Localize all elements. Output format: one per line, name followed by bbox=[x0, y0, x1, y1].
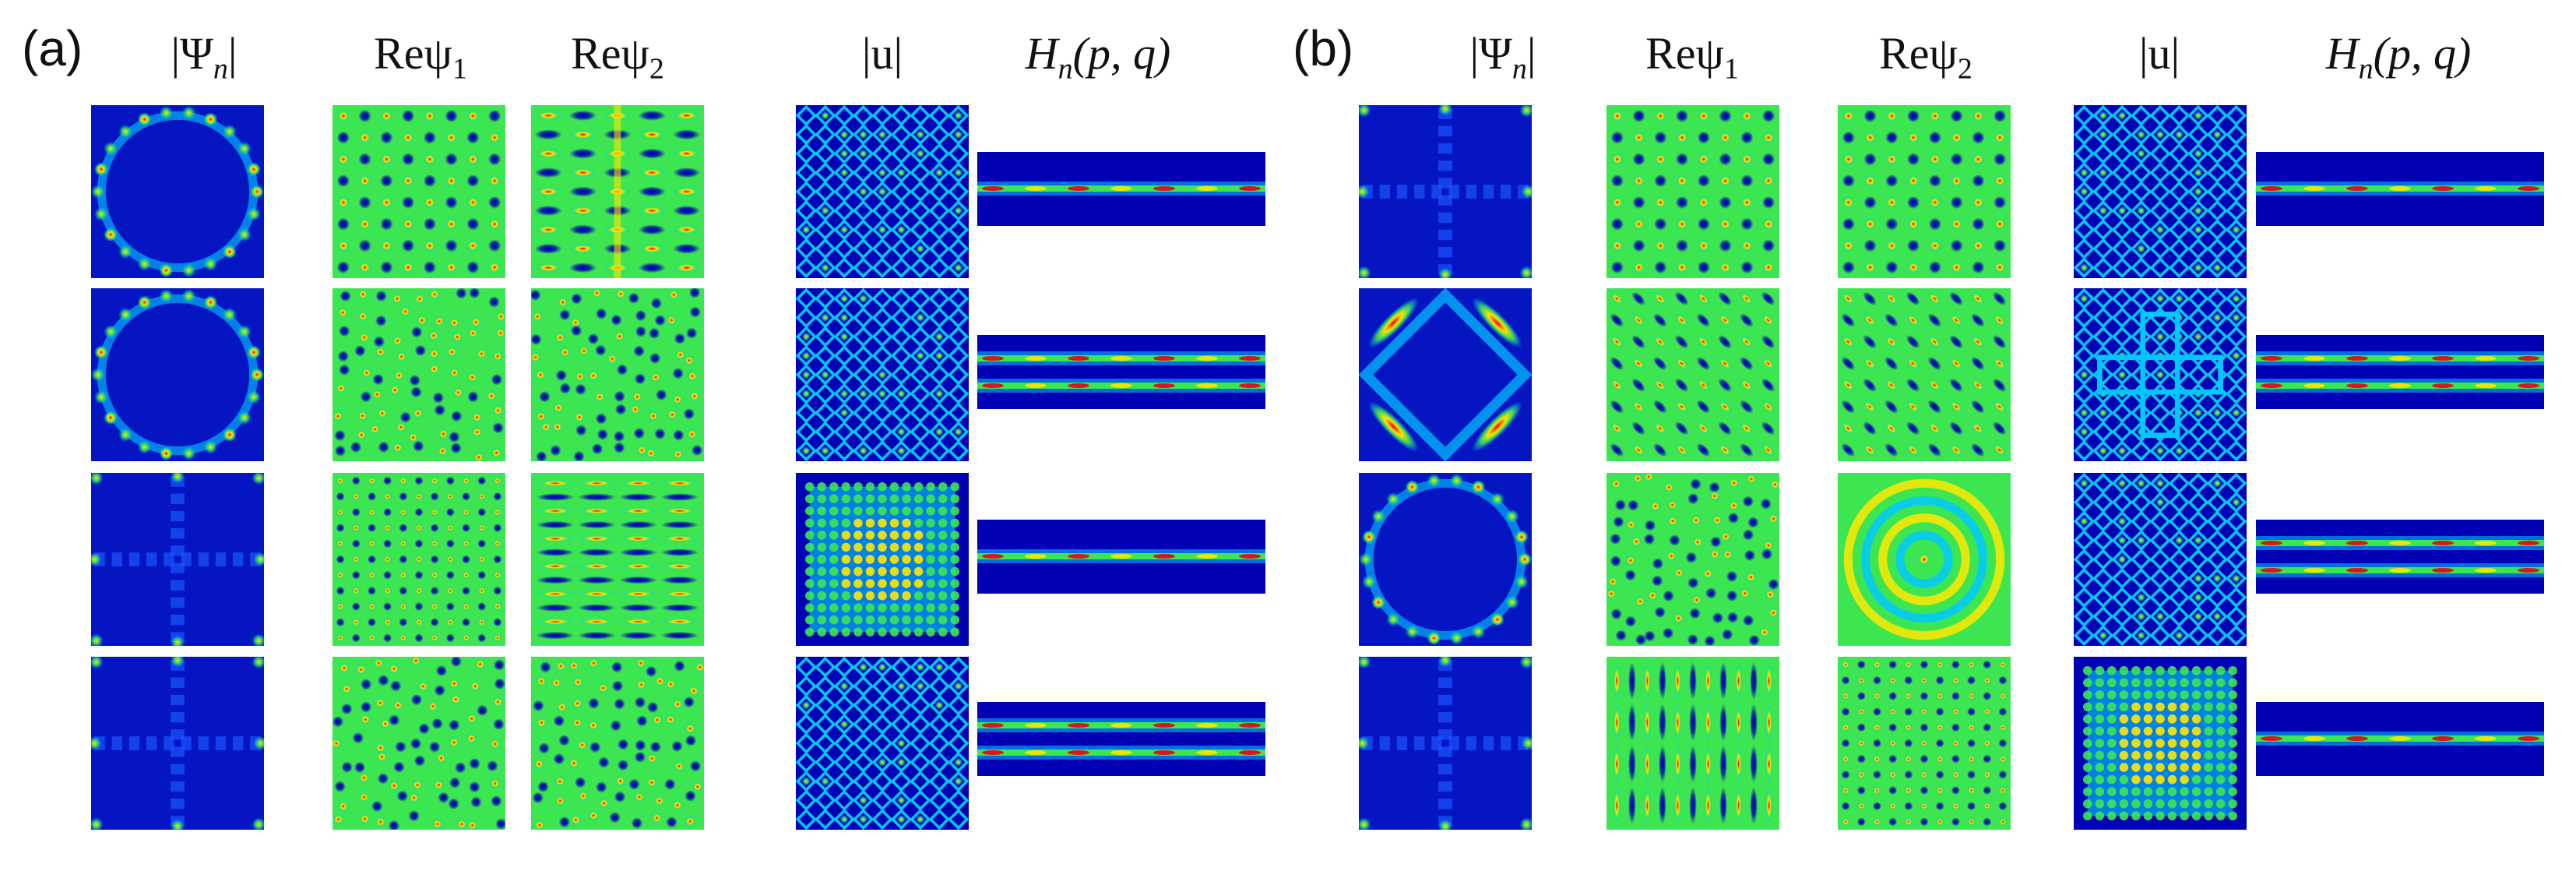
tile-a-re-psi2-row4 bbox=[531, 657, 704, 830]
tile-b-re-psi2-row4 bbox=[1838, 657, 2011, 830]
header-re-psi2-a: Reψ2 bbox=[571, 28, 664, 86]
heatmap-vertical-stripes bbox=[1606, 657, 1779, 830]
husimi-single-band bbox=[977, 152, 1265, 226]
heatmap-ring-edge bbox=[91, 105, 264, 278]
tile-b-re-psi1-row1 bbox=[1606, 105, 1779, 278]
tile-b-u-abs-row4 bbox=[2074, 657, 2247, 830]
tile-b-u-abs-row1 bbox=[2074, 105, 2247, 278]
panel-label-a: (a) bbox=[22, 20, 83, 76]
tile-a-re-psi1-row2 bbox=[333, 288, 505, 461]
heatmap-diamond-edge bbox=[1359, 288, 1532, 461]
heatmap-quadrant-grid bbox=[1838, 105, 2011, 278]
heatmap-horizontal-wavy bbox=[531, 105, 704, 278]
husimi-double-band bbox=[2256, 335, 2544, 409]
heatmap-dark-cross bbox=[91, 657, 264, 830]
heatmap-diamond-lattice bbox=[2074, 105, 2247, 278]
tile-b-psi-abs-row3 bbox=[1359, 473, 1532, 646]
husimi-strip-a-row1 bbox=[977, 152, 1265, 226]
tile-a-re-psi1-row1 bbox=[333, 105, 505, 278]
tile-b-psi-abs-row4 bbox=[1359, 657, 1532, 830]
header-u-abs-a: |u| bbox=[861, 28, 903, 79]
husimi-single-band bbox=[2256, 152, 2544, 226]
tile-a-psi-abs-row1 bbox=[91, 105, 264, 278]
header-husimi-a: Hn(p, q) bbox=[1025, 28, 1171, 86]
husimi-strip-a-row4 bbox=[977, 702, 1265, 776]
tile-a-re-psi2-row1 bbox=[531, 105, 704, 278]
tile-a-u-abs-row3 bbox=[796, 473, 969, 646]
husimi-double-band bbox=[2256, 520, 2544, 594]
heatmap-irregular-blobs bbox=[333, 657, 505, 830]
heatmap-irregular-blobs bbox=[1606, 473, 1779, 646]
heatmap-dark-cross bbox=[1359, 657, 1532, 830]
heatmap-irregular-blobs bbox=[531, 288, 704, 461]
tile-a-psi-abs-row4 bbox=[91, 657, 264, 830]
husimi-strip-a-row3 bbox=[977, 520, 1265, 594]
heatmap-ring-edge bbox=[91, 288, 264, 461]
heatmap-quadrant-grid bbox=[333, 105, 505, 278]
husimi-double-band bbox=[977, 335, 1265, 409]
tile-b-psi-abs-row1 bbox=[1359, 105, 1532, 278]
tile-b-re-psi2-row2 bbox=[1838, 288, 2011, 461]
tile-b-re-psi2-row3 bbox=[1838, 473, 2011, 646]
panel-label-b: (b) bbox=[1293, 20, 1354, 76]
heatmap-diagonal-blobs bbox=[1838, 288, 2011, 461]
heatmap-dark-cross bbox=[1359, 105, 1532, 278]
heatmap-diamond-lattice bbox=[796, 657, 969, 830]
heatmap-quadrant-grid bbox=[1606, 105, 1779, 278]
husimi-strip-b-row1 bbox=[2256, 152, 2544, 226]
heatmap-concentric-rings bbox=[1838, 473, 2011, 646]
header-re-psi1-b: Reψ1 bbox=[1645, 28, 1739, 86]
tile-a-u-abs-row1 bbox=[796, 105, 969, 278]
tile-a-psi-abs-row2 bbox=[91, 288, 264, 461]
tile-a-re-psi2-row3 bbox=[531, 473, 704, 646]
husimi-single-band bbox=[2256, 702, 2544, 776]
tile-b-u-abs-row2 bbox=[2074, 288, 2247, 461]
tile-a-u-abs-row2 bbox=[796, 288, 969, 461]
husimi-double-band bbox=[977, 702, 1265, 776]
tile-a-re-psi1-row3 bbox=[333, 473, 505, 646]
tile-a-re-psi2-row2 bbox=[531, 288, 704, 461]
heatmap-dense-grid bbox=[333, 473, 505, 646]
header-husimi-b: Hn(p, q) bbox=[2325, 28, 2472, 86]
husimi-strip-b-row4 bbox=[2256, 702, 2544, 776]
tile-b-u-abs-row3 bbox=[2074, 473, 2247, 646]
heatmap-diagonal-blobs bbox=[1606, 288, 1779, 461]
heatmap-diamond-lattice bbox=[2074, 473, 2247, 646]
heatmap-bright-square bbox=[2074, 657, 2247, 830]
tile-b-re-psi1-row2 bbox=[1606, 288, 1779, 461]
husimi-strip-b-row2 bbox=[2256, 335, 2544, 409]
husimi-strip-a-row2 bbox=[977, 335, 1265, 409]
tile-b-re-psi1-row3 bbox=[1606, 473, 1779, 646]
heatmap-diamond-lattice bbox=[796, 105, 969, 278]
heatmap-horizontal-stripes bbox=[531, 473, 704, 646]
heatmap-bright-square bbox=[796, 473, 969, 646]
tile-b-psi-abs-row2 bbox=[1359, 288, 1532, 461]
tile-a-u-abs-row4 bbox=[796, 657, 969, 830]
husimi-single-band bbox=[977, 520, 1265, 594]
tile-a-re-psi1-row4 bbox=[333, 657, 505, 830]
header-re-psi2-b: Reψ2 bbox=[1879, 28, 1972, 86]
heatmap-cross-lattice bbox=[2074, 288, 2247, 461]
header-psi-abs-a: |Ψn| bbox=[171, 28, 238, 86]
header-re-psi1-a: Reψ1 bbox=[374, 28, 467, 86]
heatmap-diamond-lattice bbox=[796, 288, 969, 461]
heatmap-irregular-blobs bbox=[531, 657, 704, 830]
tile-b-re-psi2-row1 bbox=[1838, 105, 2011, 278]
heatmap-dark-cross bbox=[91, 473, 264, 646]
header-u-abs-b: |u| bbox=[2138, 28, 2180, 79]
heatmap-dense-grid bbox=[1838, 657, 2011, 830]
tile-b-re-psi1-row4 bbox=[1606, 657, 1779, 830]
heatmap-ring-edge bbox=[1359, 473, 1532, 646]
header-psi-abs-b: |Ψn| bbox=[1469, 28, 1536, 86]
husimi-strip-b-row3 bbox=[2256, 520, 2544, 594]
heatmap-irregular-blobs bbox=[333, 288, 505, 461]
tile-a-psi-abs-row3 bbox=[91, 473, 264, 646]
